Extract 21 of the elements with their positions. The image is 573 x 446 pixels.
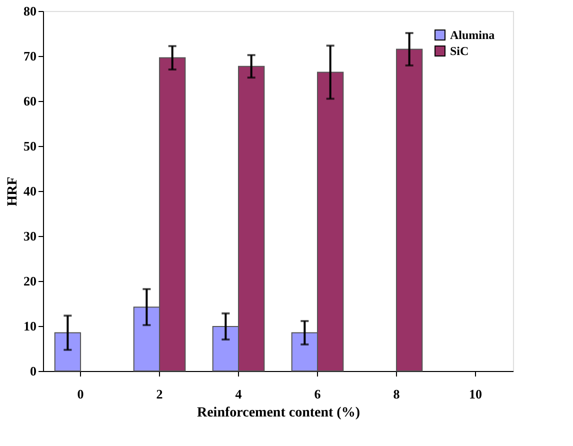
x-tick-label: 2 <box>156 386 163 402</box>
y-tick-label: 10 <box>24 318 36 334</box>
x-tick-label: 0 <box>77 386 84 402</box>
y-axis-title: HRF <box>6 176 20 206</box>
x-tick-label: 8 <box>393 386 400 402</box>
x-tick-label: 6 <box>314 386 322 402</box>
y-tick-label: 0 <box>30 364 36 378</box>
x-tick-label: 10 <box>468 386 482 402</box>
y-tick-label: 30 <box>24 228 36 244</box>
legend-label: SiC <box>450 44 469 58</box>
bar <box>396 48 423 372</box>
legend-label: Alumina <box>450 28 495 42</box>
y-tick-label: 60 <box>24 94 36 108</box>
y-tick-label: 40 <box>24 184 36 198</box>
y-tick-label: 50 <box>24 138 36 154</box>
y-tick-label: 70 <box>24 48 36 64</box>
bar <box>54 332 82 372</box>
x-axis-title: Reinforcement content (%) <box>196 406 360 420</box>
y-tick-label: 20 <box>24 274 36 288</box>
x-tick-label: 4 <box>235 386 242 402</box>
y-tick-label: 80 <box>24 4 36 18</box>
